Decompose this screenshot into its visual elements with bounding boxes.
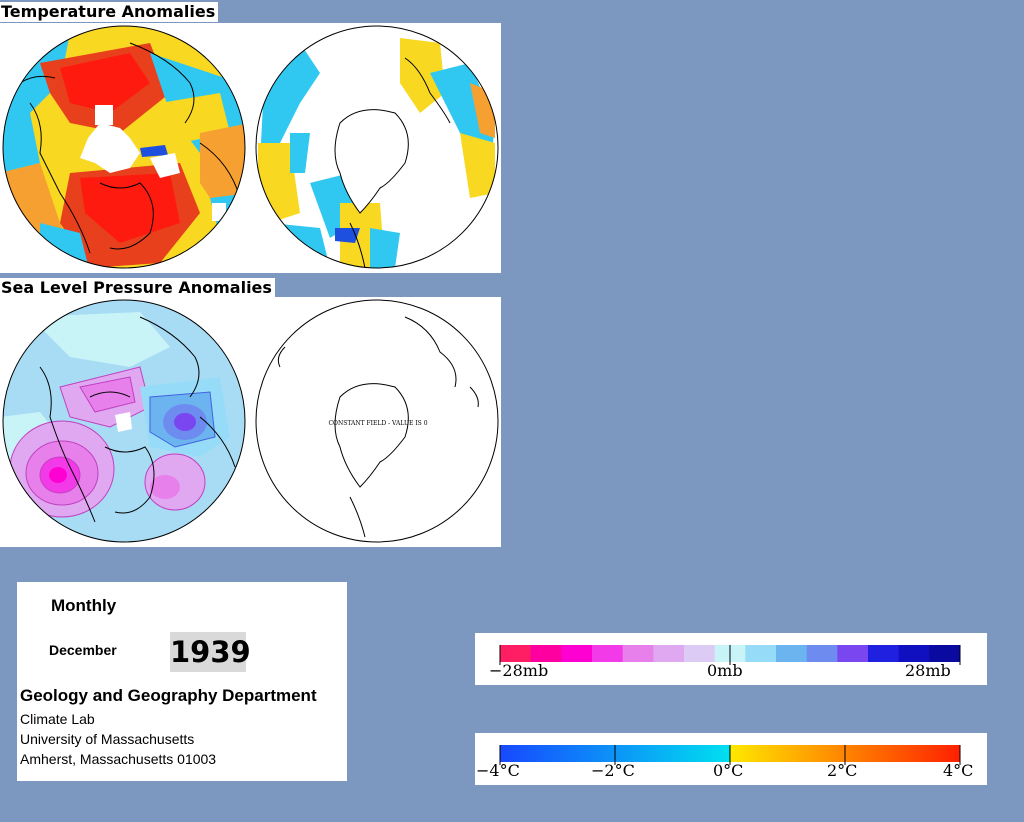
pressure-legend-label-max: 28mb [905, 661, 951, 680]
pressure-maps: CONSTANT FIELD - VALUE IS 0 [0, 297, 501, 547]
pressure-south-globe: CONSTANT FIELD - VALUE IS 0 [255, 299, 499, 543]
pressure-colorbar-swatch [806, 645, 838, 662]
pressure-title: Sea Level Pressure Anomalies [0, 278, 275, 298]
temperature-maps [0, 23, 501, 273]
temperature-south-globe [256, 26, 498, 268]
constant-field-note: CONSTANT FIELD - VALUE IS 0 [328, 420, 427, 427]
pressure-colorbar-swatch [622, 645, 654, 662]
temperature-title: Temperature Anomalies [0, 2, 219, 22]
temperature-legend-label-3: 2°C [827, 761, 858, 780]
pressure-colorbar-swatch [837, 645, 869, 662]
pressure-legend: −28mb 0mb 28mb [475, 633, 987, 685]
address-label: Amherst, Massachusetts 01003 [20, 751, 217, 767]
pressure-north-globe [3, 300, 245, 542]
pressure-colorbar [499, 645, 961, 665]
pressure-colorbar-swatch [500, 645, 532, 662]
temperature-legend-label-2: 0°C [713, 761, 744, 780]
pressure-colorbar-swatch [592, 645, 624, 662]
temperature-legend: −4°C −2°C 0°C 2°C 4°C [475, 733, 987, 785]
pressure-legend-label-zero: 0mb [707, 661, 743, 680]
pressure-colorbar-swatch [530, 645, 562, 662]
year-display: 1939 [170, 632, 251, 672]
pressure-colorbar-swatch [684, 645, 716, 662]
period-label: Monthly [51, 596, 117, 615]
pressure-colorbar-swatch [776, 645, 808, 662]
pressure-colorbar-swatch [561, 645, 593, 662]
pressure-legend-label-min: −28mb [489, 661, 549, 680]
temperature-legend-label-0: −4°C [476, 761, 520, 780]
department-label: Geology and Geography Department [20, 686, 317, 705]
pressure-map-svg: CONSTANT FIELD - VALUE IS 0 [2, 299, 499, 543]
month-label: December [49, 642, 117, 658]
temperature-legend-label-1: −2°C [591, 761, 635, 780]
lab-label: Climate Lab [20, 711, 95, 727]
temperature-colorbar [499, 745, 961, 765]
pressure-colorbar-swatch [745, 645, 777, 662]
pressure-colorbar-swatch [653, 645, 685, 662]
pressure-colorbar-swatch [898, 645, 930, 662]
university-label: University of Massachusetts [20, 731, 195, 747]
temperature-north-globe [3, 26, 245, 268]
pressure-colorbar-swatch [868, 645, 900, 662]
pressure-colorbar-swatch [929, 645, 961, 662]
temperature-map-svg [2, 25, 499, 269]
info-box: Monthly December 1939 Geology and Geogra… [17, 582, 347, 781]
temperature-legend-label-4: 4°C [943, 761, 974, 780]
